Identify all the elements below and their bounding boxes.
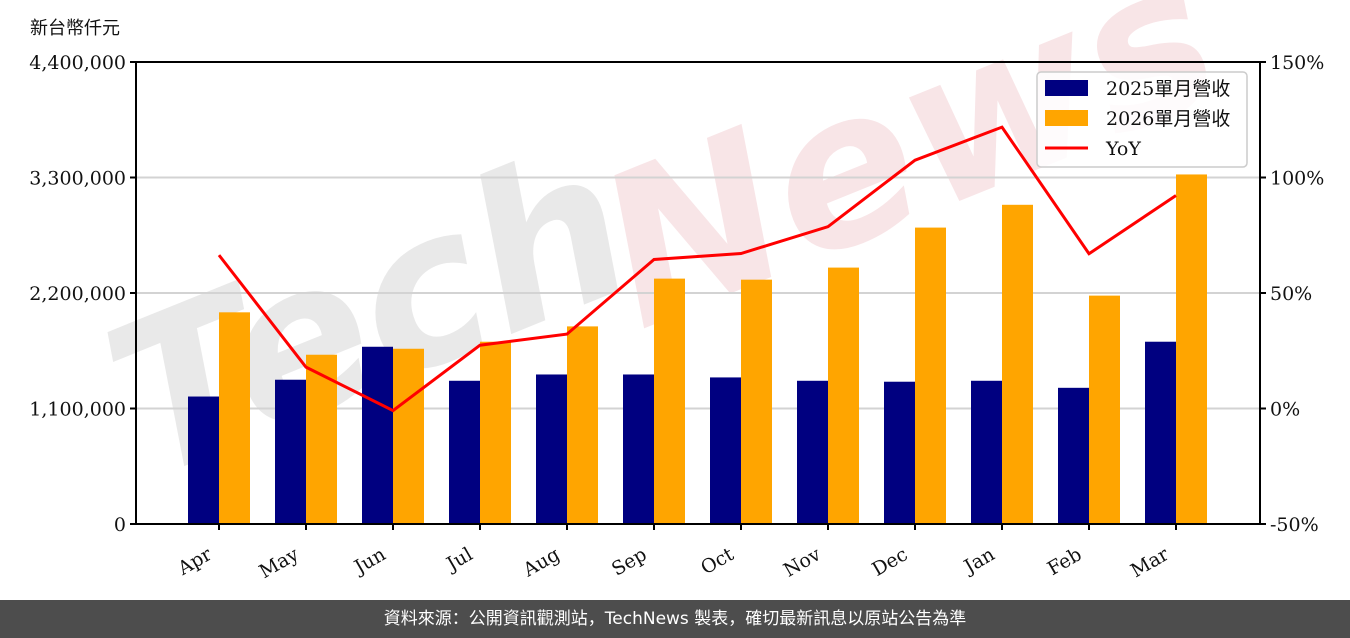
bar-2025-sep: [623, 374, 654, 524]
bar-2026-nov: [828, 267, 859, 524]
bar-2026-feb: [1089, 295, 1120, 524]
yoy-line: [217, 125, 1177, 413]
x-tick-label-mar: Mar: [1127, 543, 1173, 582]
y2-tick-label: 0%: [1270, 399, 1300, 421]
x-tick-label-aug: Aug: [519, 543, 564, 582]
y2-tick-label: 100%: [1270, 168, 1324, 190]
revenue-chart: Tech News 01,100,0002,200,0003,300,0004,…: [29, 0, 1324, 583]
bar-2026-may: [306, 354, 337, 524]
bar-2026-dec: [915, 227, 946, 524]
y-axis-unit-label: 新台幣仟元: [30, 18, 120, 39]
bar-2026-sep: [654, 278, 685, 524]
bar-2025-mar: [1145, 341, 1176, 524]
bar-2026-apr: [219, 312, 250, 524]
bar-2025-nov: [797, 380, 828, 524]
bar-2026-jun: [393, 348, 424, 524]
bar-2025-apr: [188, 396, 219, 524]
y2-tick-label: 50%: [1270, 283, 1312, 305]
x-tick-label-jul: Jul: [441, 543, 476, 576]
bar-2026-jul: [480, 341, 511, 524]
y2-tick-label: -50%: [1270, 514, 1319, 536]
y-tick-label: 0: [114, 514, 126, 536]
x-tick-label-oct: Oct: [697, 543, 738, 579]
legend-label: 2025單月營收: [1106, 78, 1230, 100]
source-footer: 資料來源：公開資訊觀測站，TechNews 製表，確切最新訊息以原站公告為準: [0, 600, 1350, 638]
bar-2026-jan: [1002, 204, 1033, 525]
bar-2026-mar: [1176, 174, 1207, 524]
x-tick-label-apr: Apr: [173, 543, 216, 580]
bar-2025-jul: [449, 380, 480, 524]
y2-tick-label: 150%: [1270, 52, 1324, 74]
y-tick-label: 1,100,000: [29, 399, 126, 421]
bar-2026-oct: [741, 279, 772, 524]
yoy-line-series: [217, 125, 1177, 413]
x-tick-label-nov: Nov: [780, 543, 825, 582]
bar-series: [188, 174, 1207, 525]
y-tick-label: 4,400,000: [29, 52, 126, 74]
x-tick-label-jun: Jun: [349, 543, 390, 579]
bar-2025-aug: [536, 374, 567, 524]
bar-2025-dec: [884, 381, 915, 524]
bar-2026-aug: [567, 326, 598, 524]
x-tick-label-jan: Jan: [959, 543, 999, 579]
legend-label: YoY: [1105, 138, 1141, 160]
bar-2025-feb: [1058, 387, 1089, 524]
x-tick-label-sep: Sep: [608, 543, 651, 580]
legend-box: [1036, 71, 1248, 168]
legend-label: 2026單月營收: [1106, 108, 1230, 130]
legend: 2025單月營收 2026單月營收 YoY: [1036, 71, 1248, 168]
bar-2025-jun: [362, 346, 393, 524]
legend-swatch: [1045, 80, 1088, 96]
bar-2025-oct: [710, 377, 741, 524]
y-tick-label: 3,300,000: [29, 168, 126, 190]
bar-2025-jan: [971, 380, 1002, 524]
legend-swatch: [1045, 110, 1088, 126]
x-tick-label-may: May: [256, 543, 303, 583]
x-tick-label-feb: Feb: [1044, 543, 1086, 580]
y-tick-label: 2,200,000: [29, 283, 126, 305]
bar-2025-may: [275, 379, 306, 524]
x-tick-label-dec: Dec: [868, 543, 911, 581]
